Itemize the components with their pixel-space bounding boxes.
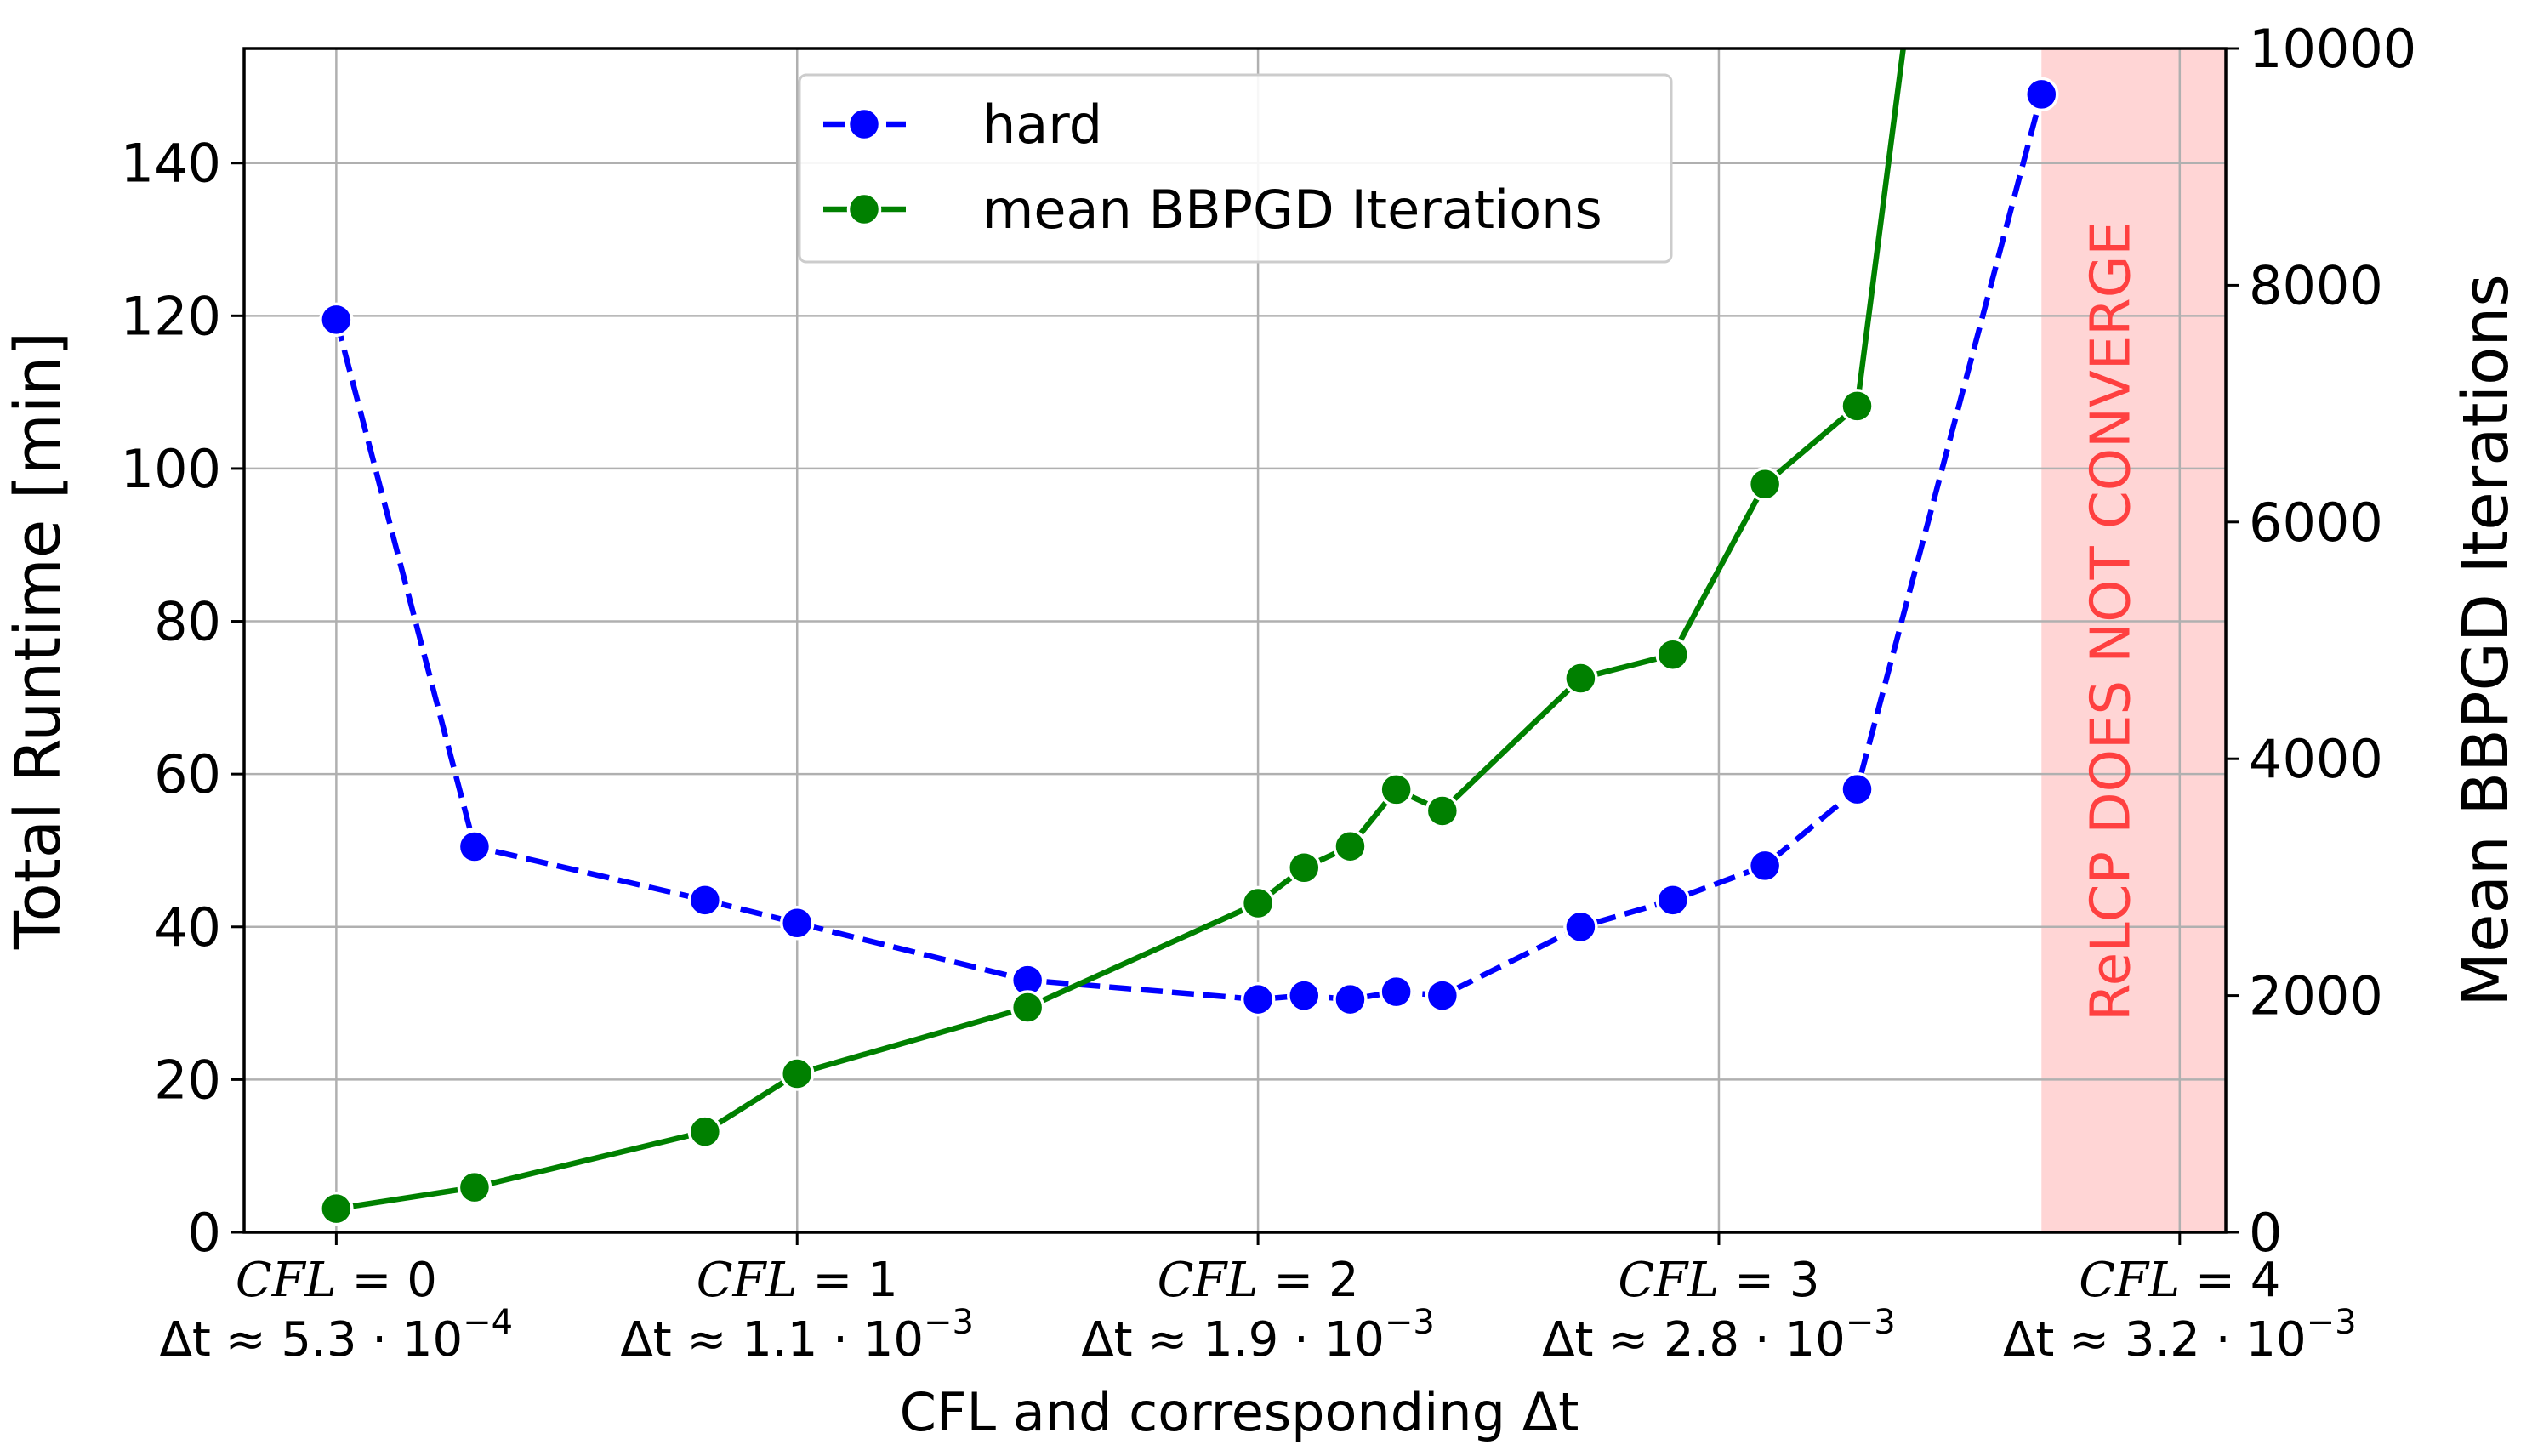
shaded-region xyxy=(2041,48,2226,1232)
x-tick-label-dt: Δt ≈ 2.8 · 10−3 xyxy=(1542,1303,1895,1368)
data-point xyxy=(319,1191,354,1226)
legend-marker xyxy=(846,106,882,142)
data-point xyxy=(1333,981,1368,1017)
data-point xyxy=(1333,828,1368,864)
data-point xyxy=(1840,771,1875,807)
data-point xyxy=(1287,850,1322,885)
y-right-tick-label: 2000 xyxy=(2249,965,2383,1027)
legend-label: mean BBPGD Iterations xyxy=(982,179,1602,241)
x-tick-label-cfl: CFL = 1 xyxy=(697,1253,898,1308)
data-point xyxy=(1287,978,1322,1013)
data-point xyxy=(687,883,723,918)
data-point xyxy=(1747,467,1783,502)
y-right-tick-label: 6000 xyxy=(2249,492,2383,554)
x-tick-label-cfl: CFL = 3 xyxy=(1618,1253,1819,1308)
y-left-tick-label: 0 xyxy=(188,1202,221,1264)
y-axis-left-label: Total Runtime [min] xyxy=(2,332,75,950)
y-left-tick-label: 100 xyxy=(121,438,221,500)
y-left-tick-label: 140 xyxy=(121,133,221,195)
y-left-tick-label: 40 xyxy=(154,896,221,958)
data-point xyxy=(1840,389,1875,424)
tick-labels: 0 20 40 60 80 100 120 140 0 2000 4000 6000 8000 10000… xyxy=(121,18,2417,1368)
y-right-tick-label: 4000 xyxy=(2249,728,2383,790)
y-axis-right-label: Mean BBPGD Iterations xyxy=(2449,274,2523,1007)
data-point xyxy=(1655,883,1691,918)
y-right-tick-label: 10000 xyxy=(2249,18,2416,80)
legend-marker xyxy=(846,191,882,227)
data-point xyxy=(1563,661,1598,696)
data-point xyxy=(779,906,815,941)
legend-label: hard xyxy=(982,94,1102,156)
data-point xyxy=(1010,990,1045,1025)
data-point xyxy=(1379,974,1414,1010)
data-point xyxy=(1379,772,1414,807)
data-point xyxy=(457,829,492,864)
non-convergence-label: ReLCP DOES NOT CONVERGE xyxy=(2080,221,2143,1021)
x-tick-label-dt: Δt ≈ 1.9 · 10−3 xyxy=(1081,1303,1434,1368)
legend-box xyxy=(798,73,1673,264)
data-point xyxy=(319,302,354,338)
x-tick-label-dt: Δt ≈ 1.1 · 10−3 xyxy=(620,1303,973,1368)
y-left-tick-label: 60 xyxy=(154,743,221,805)
x-tick-label-dt: Δt ≈ 3.2 · 10−3 xyxy=(2003,1303,2356,1368)
x-axis-label: CFL and corresponding Δt xyxy=(900,1381,1579,1443)
y-left-tick-label: 80 xyxy=(154,591,221,653)
y-right-tick-label: 0 xyxy=(2249,1202,2282,1264)
data-point xyxy=(1655,637,1691,672)
legend: hard mean BBPGD Iterations xyxy=(798,73,1673,264)
y-left-tick-label: 120 xyxy=(121,285,221,347)
data-point xyxy=(457,1169,492,1205)
axes xyxy=(242,47,2228,1234)
y-right-tick-label: 8000 xyxy=(2249,254,2383,316)
markers-layer xyxy=(319,77,2059,1226)
non-convergence-region xyxy=(2041,48,2226,1232)
y-left-tick-label: 20 xyxy=(154,1049,221,1111)
data-point xyxy=(779,1056,815,1091)
data-point xyxy=(1425,793,1460,828)
data-point xyxy=(1240,981,1276,1017)
data-point xyxy=(687,1114,723,1149)
x-tick-label-cfl: CFL = 4 xyxy=(2079,1253,2280,1308)
data-point xyxy=(1747,848,1783,884)
x-tick-label-dt: Δt ≈ 5.3 · 10−4 xyxy=(160,1303,513,1368)
data-point xyxy=(2024,77,2059,112)
data-point xyxy=(1425,978,1460,1013)
x-tick-label-cfl: CFL = 2 xyxy=(1158,1253,1359,1308)
data-point xyxy=(1240,885,1276,921)
data-point xyxy=(1563,909,1598,945)
plot-frame xyxy=(242,47,2228,1234)
x-tick-label-cfl: CFL = 0 xyxy=(236,1253,437,1308)
